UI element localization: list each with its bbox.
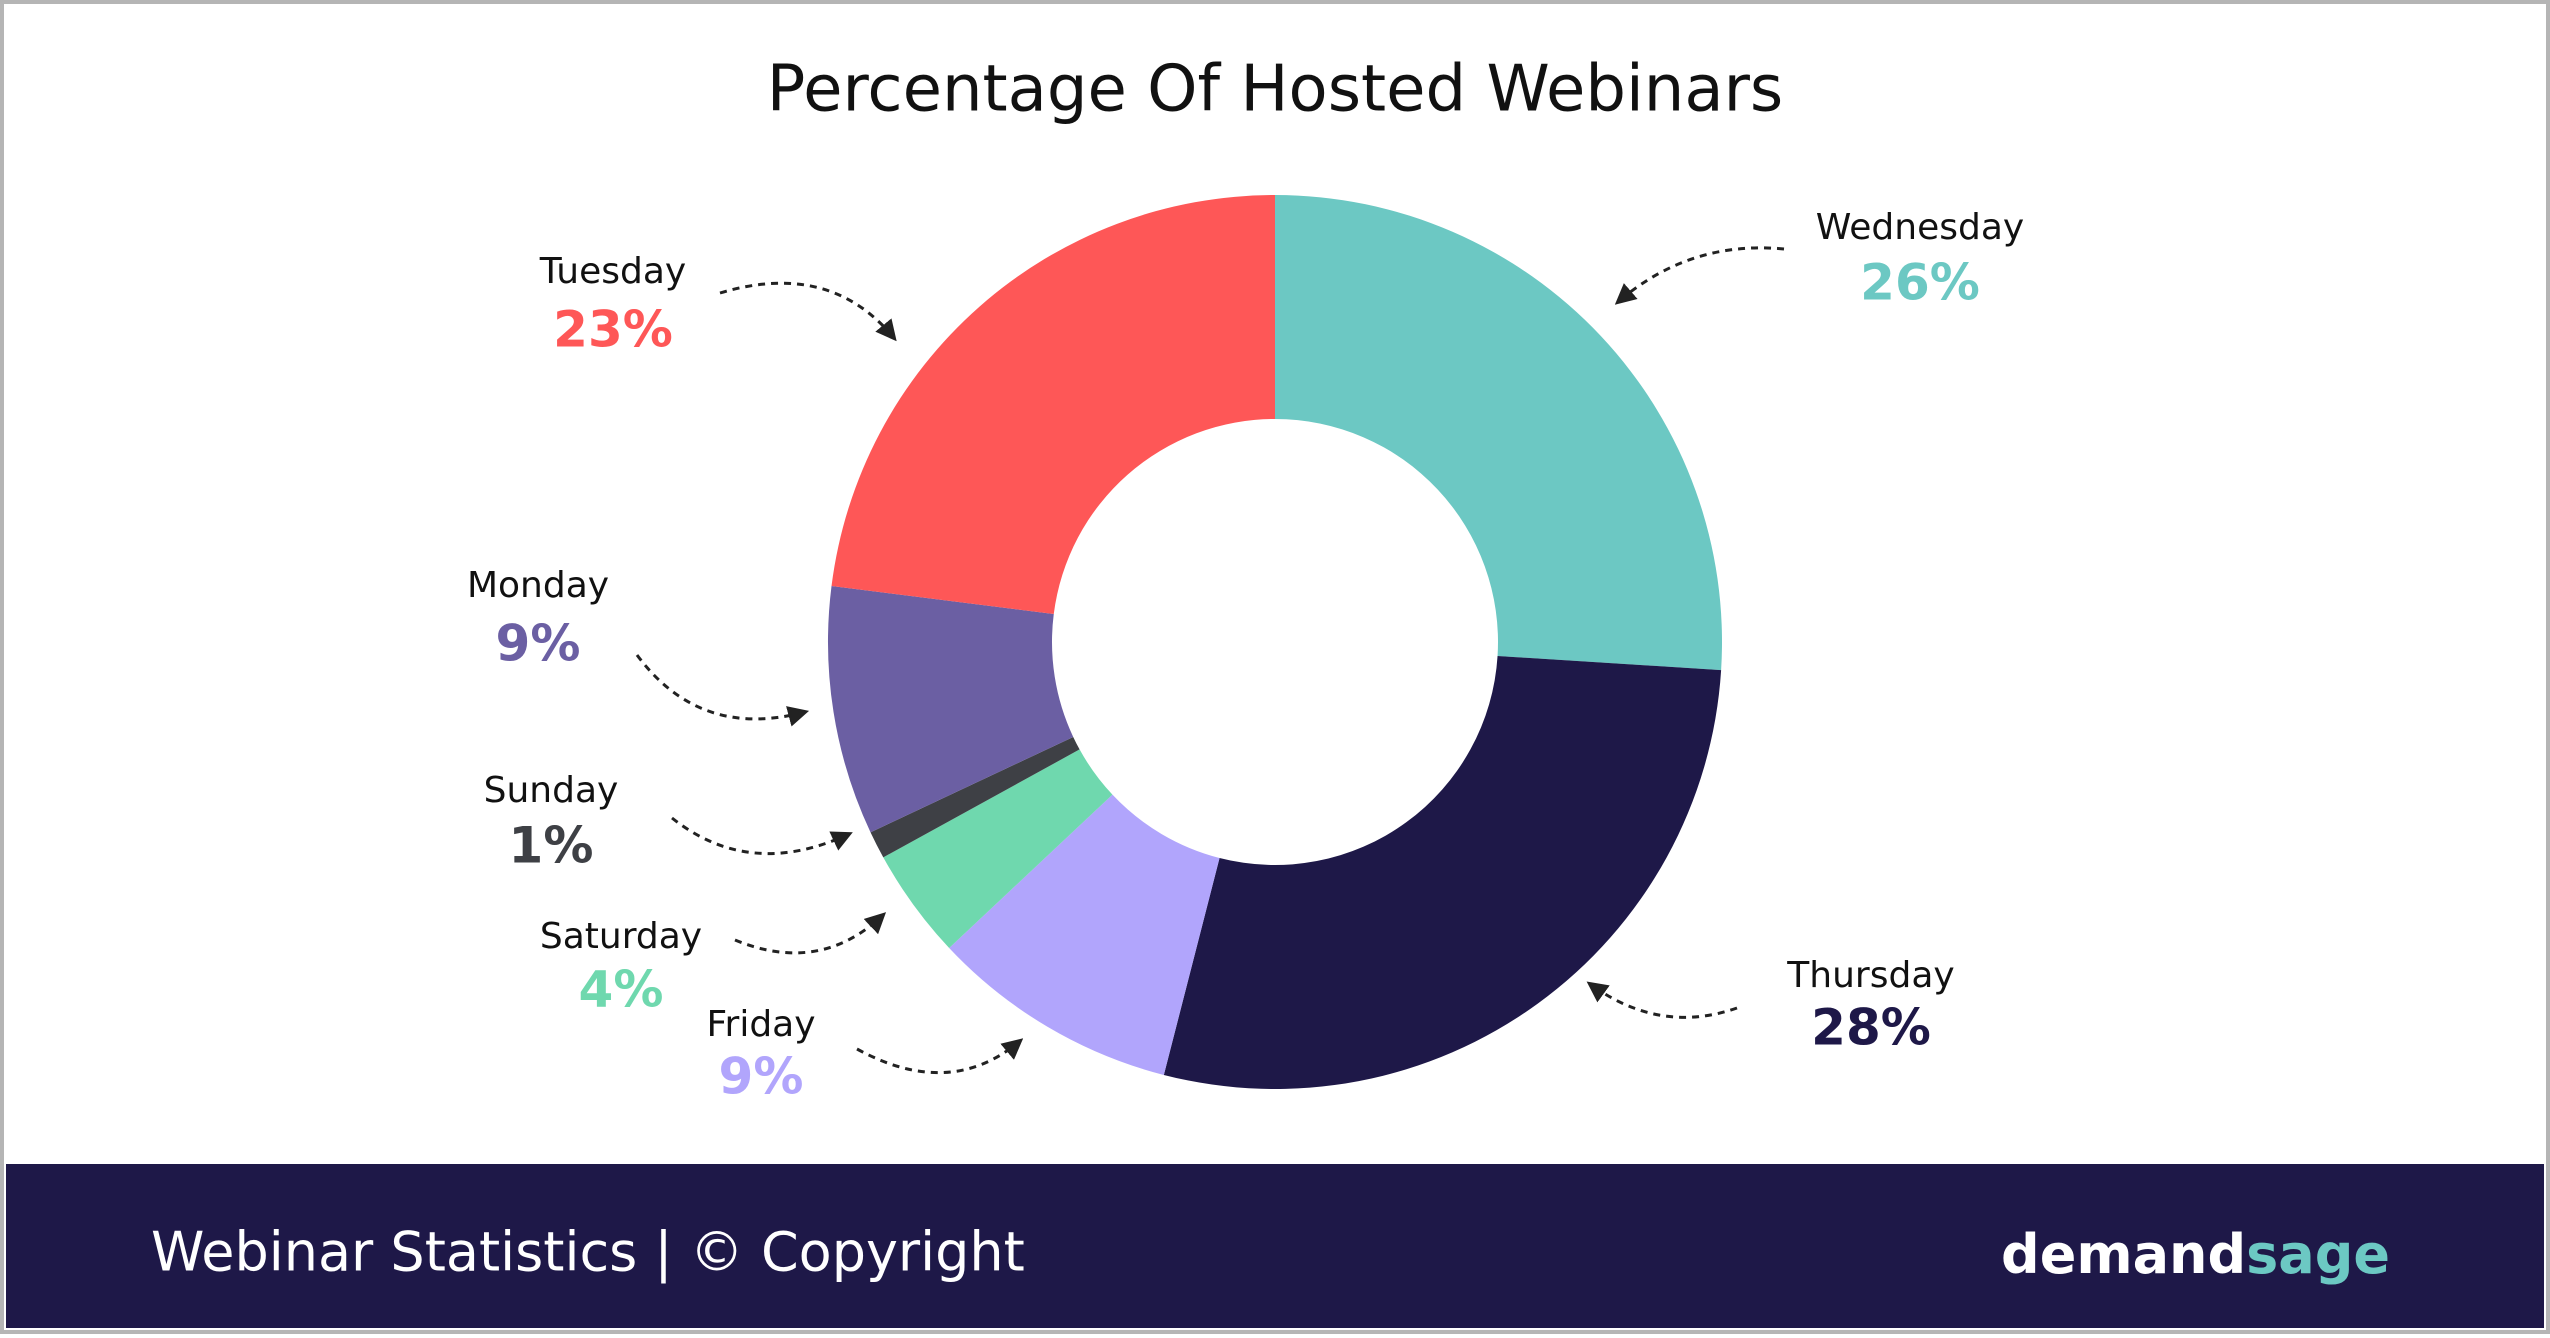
arrow (856, 1038, 1024, 1075)
arrow (719, 281, 897, 342)
donut-slice (870, 736, 1080, 858)
slice-label: Tuesday (539, 251, 686, 292)
value-label: 9% (496, 615, 581, 673)
slice-label: Saturday (540, 916, 702, 957)
slice-label: Sunday (484, 770, 619, 811)
donut-slice (827, 585, 1074, 833)
brand-part: demand (2001, 1223, 2246, 1286)
donut-slice (1275, 195, 1722, 671)
footer-band (6, 1164, 2544, 1328)
value-label: 26% (1860, 254, 1980, 312)
slice-label: Wednesday (1816, 207, 2024, 248)
brand: demandsage (2001, 1223, 2390, 1286)
arrow (635, 654, 810, 727)
slice-label: Thursday (1786, 955, 1954, 996)
footer-text: Webinar Statistics | © Copyright (151, 1221, 1025, 1284)
chart-title: Percentage Of Hosted Webinars (767, 53, 1783, 127)
arrow (734, 912, 887, 955)
arrow (1614, 246, 1785, 305)
donut-slice (949, 794, 1220, 1075)
slice-label: Friday (706, 1004, 815, 1045)
donut-slice (1163, 656, 1722, 1089)
slice-label: Monday (467, 565, 609, 606)
brand-part: sage (2246, 1223, 2390, 1286)
value-label: 1% (509, 817, 594, 875)
donut-slice (883, 749, 1113, 948)
donut-slice (831, 195, 1275, 615)
value-label: 23% (553, 301, 673, 359)
arrow (1586, 981, 1738, 1019)
value-label: 9% (719, 1048, 804, 1106)
arrow (671, 816, 853, 856)
value-label: 4% (579, 961, 664, 1019)
value-label: 28% (1811, 999, 1931, 1057)
